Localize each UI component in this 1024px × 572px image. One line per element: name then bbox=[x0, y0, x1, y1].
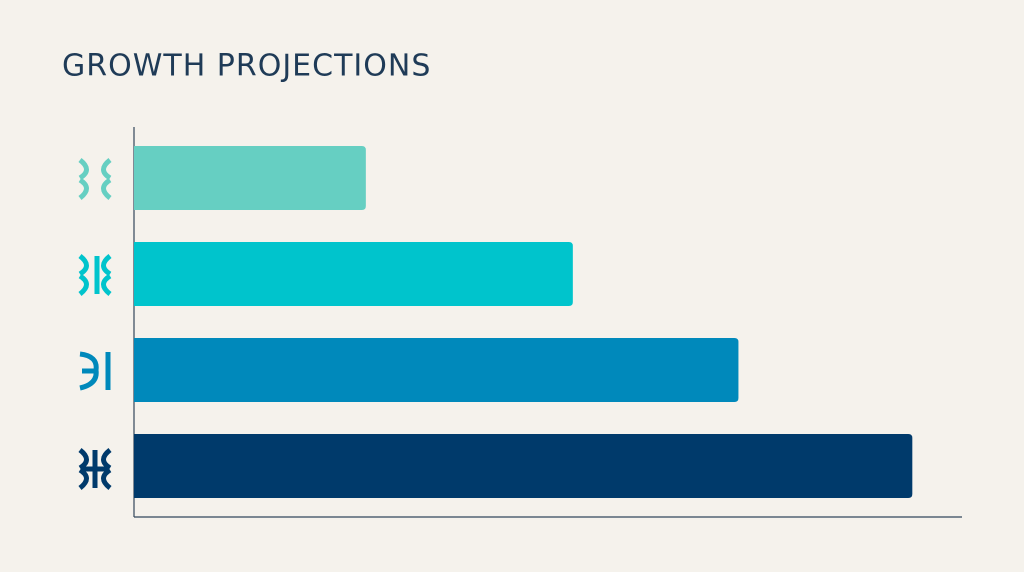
category-icon bbox=[79, 351, 111, 391]
bar bbox=[134, 434, 913, 498]
bar bbox=[134, 146, 366, 210]
chart-title: GROWTH PROJECTIONS bbox=[62, 49, 431, 84]
category-icon bbox=[78, 448, 112, 490]
bar bbox=[134, 338, 739, 402]
category-icon bbox=[78, 158, 112, 200]
category-icon bbox=[78, 254, 112, 296]
bar bbox=[134, 242, 573, 306]
